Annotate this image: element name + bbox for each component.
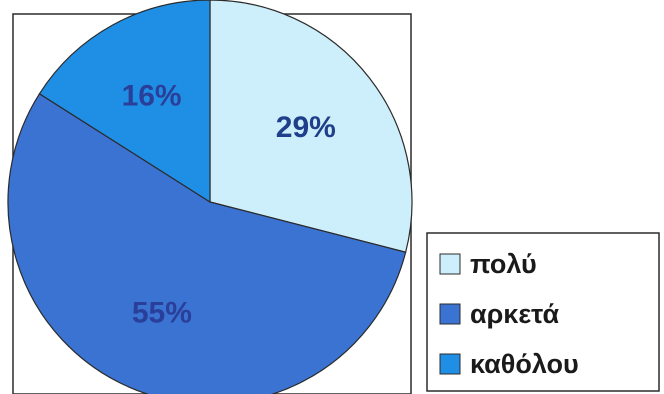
legend-label-0: πολύ (470, 249, 537, 279)
legend-swatch-0 (439, 253, 461, 275)
data-label-1: 55% (132, 297, 192, 330)
pie-slices (7, 0, 413, 394)
legend-swatch-1 (439, 303, 461, 325)
legend: πολύ αρκετά καθόλου (426, 232, 660, 392)
pie-slice-1 (7, 92, 407, 394)
legend-box (426, 232, 660, 392)
legend-label-1: αρκετά (470, 299, 559, 329)
data-label-0: 29% (276, 111, 336, 144)
pie-data-labels: 29% 55% 16% (122, 79, 336, 329)
legend-swatch-2 (439, 353, 461, 375)
pie-slice-2 (38, 0, 211, 204)
data-label-2: 16% (122, 79, 182, 112)
legend-label-2: καθόλου (470, 349, 579, 379)
pie-slice-0 (209, 0, 413, 253)
